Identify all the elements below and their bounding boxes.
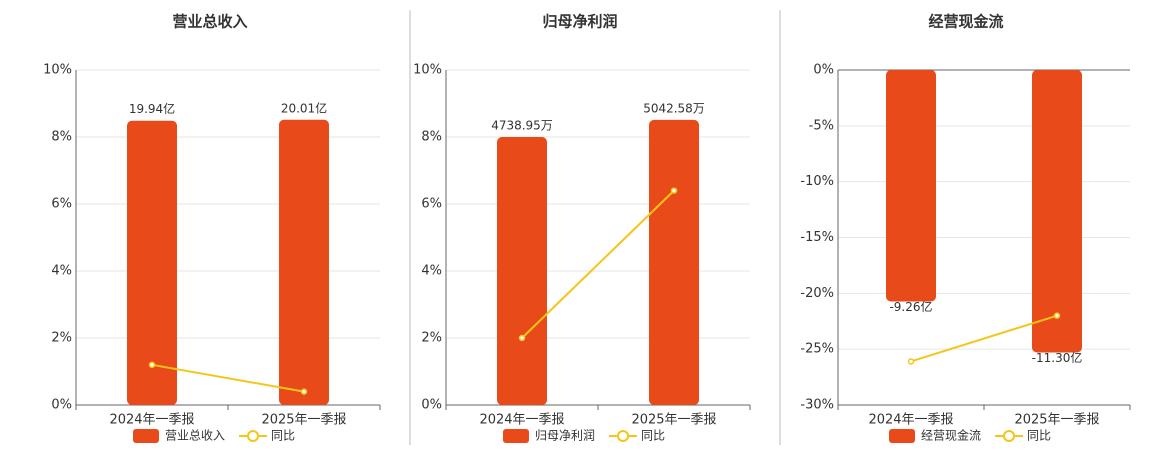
chart-title: 经营现金流 — [928, 13, 1003, 31]
legend-marker — [617, 430, 630, 442]
line-point — [907, 358, 915, 365]
y-tick-label: -20% — [800, 286, 834, 301]
legend-marker — [1003, 430, 1016, 442]
legend-swatch — [133, 429, 159, 443]
bar — [497, 137, 547, 405]
legend-label: 同比 — [271, 429, 295, 443]
bar-value-label: -11.30亿 — [1032, 350, 1083, 365]
bar — [279, 119, 329, 405]
bar — [127, 120, 177, 406]
y-tick-label: 4% — [51, 264, 72, 279]
bar-value-label: 19.94亿 — [129, 101, 175, 116]
line-point — [300, 388, 308, 395]
legend-label: 经营现金流 — [921, 428, 981, 443]
line-point — [670, 187, 678, 194]
legend-label: 同比 — [1027, 429, 1051, 443]
chart-title: 营业总收入 — [172, 13, 247, 31]
legend-label: 归母净利润 — [535, 429, 595, 443]
x-tick-label: 2025年一季报 — [1014, 413, 1099, 428]
bar-value-label: 20.01亿 — [281, 100, 327, 115]
line-point — [518, 334, 526, 342]
y-tick-label: -10% — [800, 174, 834, 189]
chart-title: 归母净利润 — [542, 13, 617, 31]
y-tick-label: 0% — [51, 398, 72, 413]
y-tick-label: 4% — [421, 264, 442, 279]
y-tick-label: 0% — [813, 63, 834, 78]
bar-value-label: -9.26亿 — [889, 299, 932, 314]
bar-value-label: 4738.95万 — [491, 119, 553, 133]
y-tick-label: 6% — [421, 197, 442, 212]
bar — [1032, 70, 1082, 353]
y-tick-label: 8% — [51, 130, 72, 145]
y-tick-label: 10% — [43, 63, 72, 78]
legend-marker — [247, 430, 260, 442]
line-series — [521, 189, 675, 339]
x-tick-label: 2024年一季报 — [109, 413, 194, 428]
x-tick-label: 2024年一季报 — [479, 413, 564, 428]
y-tick-label: 0% — [421, 398, 442, 413]
legend-label: 营业总收入 — [165, 429, 225, 443]
bar — [886, 70, 936, 302]
x-tick-label: 2024年一季报 — [868, 413, 953, 428]
line-point — [148, 361, 156, 369]
y-tick-label: 6% — [51, 197, 72, 212]
y-tick-label: 2% — [51, 331, 72, 346]
legend-swatch — [503, 429, 529, 443]
y-tick-label: 2% — [421, 331, 442, 346]
bar-value-label: 5042.58万 — [643, 101, 705, 115]
legend-label: 同比 — [641, 429, 665, 443]
line-series — [151, 363, 305, 393]
y-tick-label: -30% — [800, 398, 834, 413]
x-tick-label: 2025年一季报 — [631, 413, 716, 428]
y-tick-label: -15% — [800, 230, 834, 245]
line-series — [910, 314, 1058, 363]
x-tick-label: 2025年一季报 — [261, 413, 346, 428]
bar — [649, 119, 699, 406]
y-tick-label: 10% — [413, 63, 442, 78]
y-tick-label: 8% — [421, 130, 442, 145]
line-point — [1053, 312, 1061, 319]
y-tick-label: -5% — [809, 118, 834, 133]
y-tick-label: -25% — [800, 342, 834, 357]
legend-swatch — [889, 429, 915, 443]
